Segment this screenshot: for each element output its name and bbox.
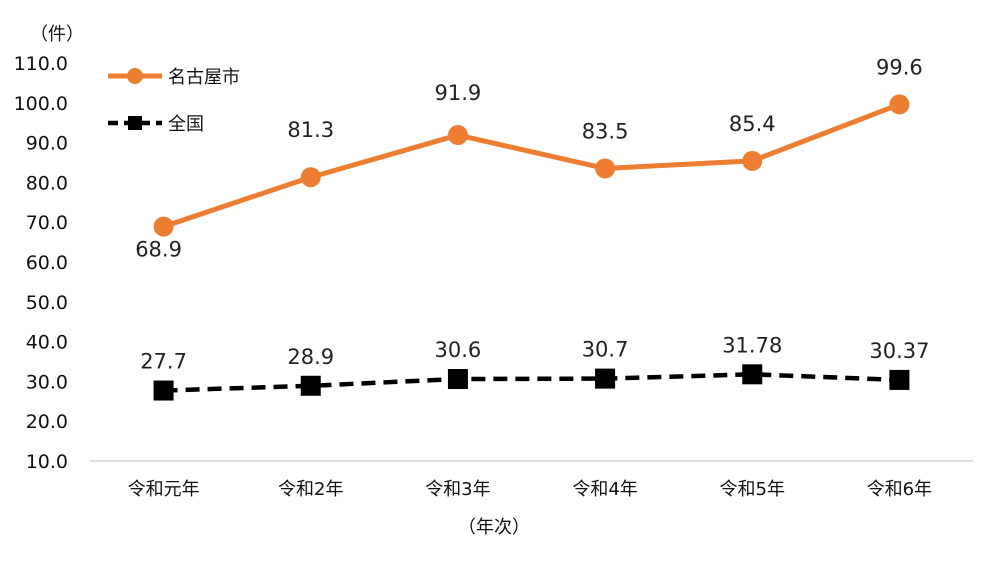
data-point: [889, 369, 910, 390]
y-tick-label: 10.0: [26, 451, 68, 473]
legend-marker: [128, 116, 142, 130]
data-label: 91.9: [435, 81, 482, 105]
y-tick-label: 80.0: [26, 172, 68, 194]
x-tick-label: 令和3年: [425, 479, 490, 500]
series-line: [162, 102, 901, 229]
data-label: 30.7: [582, 338, 629, 362]
data-point: [447, 125, 468, 146]
y-tick-label: 70.0: [26, 212, 68, 234]
y-axis-title: （件）: [30, 24, 84, 45]
data-point: [300, 375, 321, 396]
y-tick-label: 20.0: [26, 411, 68, 433]
x-tick-label: 令和6年: [867, 479, 932, 500]
series-nagoya: 68.9 81.3 91.9 83.5 85.4 99.6: [135, 55, 923, 261]
data-point: [153, 380, 174, 401]
x-axis-title: （年次）: [458, 517, 530, 538]
data-label: 81.3: [287, 118, 334, 142]
data-point: [889, 94, 910, 115]
data-label: 27.7: [140, 350, 187, 374]
data-label: 85.4: [729, 112, 776, 136]
data-point: [595, 368, 616, 389]
legend-label: 名古屋市: [168, 67, 240, 88]
data-point: [742, 150, 763, 171]
data-label: 31.78: [722, 333, 782, 357]
data-label: 83.5: [582, 119, 629, 143]
data-label: 28.9: [287, 345, 334, 369]
y-tick-label: 50.0: [26, 292, 68, 314]
x-tick-label: 令和2年: [278, 479, 343, 500]
series-national: 27.7 28.9 30.6 30.7 31.78 30.37: [140, 333, 929, 401]
x-tick-label: 令和5年: [720, 479, 785, 500]
legend-marker: [127, 68, 143, 84]
y-tick-label: 40.0: [26, 332, 68, 354]
data-point: [447, 369, 468, 390]
x-axis-ticks: 令和元年 令和2年 令和3年 令和4年 令和5年 令和6年: [128, 479, 933, 500]
data-label: 30.37: [869, 339, 929, 363]
data-point: [153, 216, 174, 237]
data-label: 68.9: [135, 238, 182, 262]
series-layer: 68.9 81.3 91.9 83.5 85.4 99.6 27.7 28.9 30.6 30.7…: [135, 55, 929, 401]
data-label: 30.6: [435, 338, 482, 362]
data-point: [742, 364, 763, 385]
y-tick-label: 90.0: [26, 133, 68, 155]
data-point: [300, 167, 321, 188]
y-tick-label: 60.0: [26, 252, 68, 274]
x-tick-label: 令和元年: [128, 479, 200, 500]
legend-label: 全国: [168, 114, 204, 135]
series-line: [163, 372, 900, 393]
y-tick-label: 30.0: [26, 371, 68, 393]
y-tick-label: 110.0: [14, 53, 68, 75]
data-point: [595, 158, 616, 179]
y-axis-ticks: 10.0 20.0 30.0 40.0 50.0 60.0 70.0 80.0 90.0 100.…: [14, 53, 68, 473]
x-tick-label: 令和4年: [572, 479, 637, 500]
y-tick-label: 100.0: [14, 93, 68, 115]
data-label: 99.6: [876, 55, 923, 79]
